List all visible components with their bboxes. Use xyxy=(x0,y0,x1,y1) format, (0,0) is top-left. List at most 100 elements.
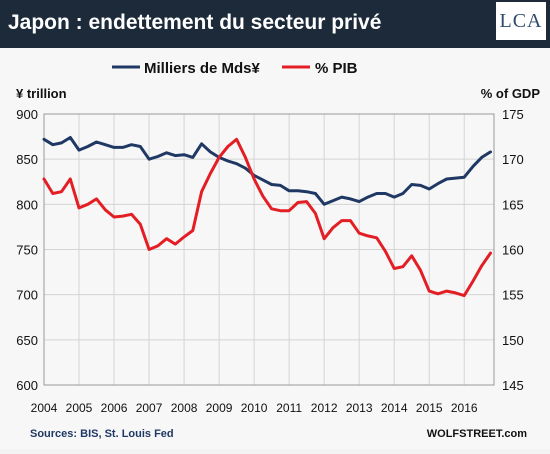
plot-frame xyxy=(43,113,495,386)
data-point-red xyxy=(174,243,177,245)
data-point-red xyxy=(270,208,273,210)
data-point-navy xyxy=(402,192,404,195)
data-point-red xyxy=(244,156,247,159)
data-point-red xyxy=(384,250,387,253)
data-point-navy xyxy=(209,151,212,153)
data-point-navy xyxy=(305,190,308,193)
data-point-red xyxy=(130,213,133,216)
y-tick-label-left: 650 xyxy=(16,333,38,348)
data-point-navy xyxy=(437,182,439,185)
data-point-red xyxy=(358,232,361,234)
data-point-red xyxy=(209,172,212,175)
data-point-red xyxy=(489,252,492,254)
data-point-red xyxy=(288,209,290,212)
x-tick-label: 2014 xyxy=(381,401,408,415)
y-tick-label-left: 850 xyxy=(16,152,38,167)
legend-label-red: % PIB xyxy=(315,60,358,77)
data-point-red xyxy=(139,223,142,225)
source-note: Sources: BIS, St. Louis Fed xyxy=(30,428,174,440)
logo-text: LCA xyxy=(499,10,543,32)
data-point-navy xyxy=(332,199,334,202)
data-point-red xyxy=(454,292,457,294)
data-point-navy xyxy=(157,155,159,158)
data-point-red xyxy=(428,290,431,292)
data-point-red xyxy=(52,192,54,195)
data-point-red xyxy=(297,201,299,204)
data-point-red xyxy=(463,294,466,297)
lca-logo: LCA xyxy=(496,2,546,40)
data-point-red xyxy=(472,280,474,282)
y-tick-label-right: 160 xyxy=(502,243,524,258)
x-axis-ticks: 2004 2005 2006 2007 2008 2009 2010 2011 2012 2013… xyxy=(31,401,478,415)
series-line-navy xyxy=(42,136,492,206)
data-point-red xyxy=(235,138,238,141)
data-point-navy xyxy=(165,152,168,154)
y-tick-label-left: 800 xyxy=(16,197,38,212)
y-tick-label-left: 750 xyxy=(16,243,38,258)
data-point-red xyxy=(87,203,89,206)
data-point-navy xyxy=(489,151,492,153)
data-point-red xyxy=(323,237,326,240)
legend-label-navy: Milliers de Mds¥ xyxy=(144,60,261,77)
y-tick-label-right: 175 xyxy=(502,107,524,122)
data-point-red xyxy=(227,145,229,148)
data-point-navy xyxy=(358,200,361,203)
data-point-navy xyxy=(472,165,474,168)
data-point-red xyxy=(95,198,98,200)
data-point-navy xyxy=(139,145,142,148)
data-point-red xyxy=(122,215,124,217)
data-point-navy xyxy=(174,154,177,157)
data-point-red xyxy=(419,269,422,272)
chart-area: Milliers de Mds¥ % PIB ¥ trillion % of G… xyxy=(0,48,550,449)
data-point-red xyxy=(445,290,448,292)
gridlines xyxy=(43,113,494,386)
x-tick-label: 2013 xyxy=(346,401,373,415)
x-tick-label: 2011 xyxy=(276,401,302,415)
data-point-red xyxy=(60,190,63,193)
data-point-navy xyxy=(375,192,378,195)
legend: Milliers de Mds¥ % PIB xyxy=(112,60,358,77)
x-tick-label: 2012 xyxy=(311,401,338,415)
data-point-navy xyxy=(393,196,396,198)
data-point-navy xyxy=(323,203,326,206)
data-point-navy xyxy=(235,162,238,165)
data-point-navy xyxy=(113,146,115,149)
y-axis-label-right: % of GDP xyxy=(481,86,541,101)
data-point-red xyxy=(200,190,203,193)
data-point-red xyxy=(402,265,404,268)
data-point-red xyxy=(262,195,264,197)
data-point-navy xyxy=(104,143,107,146)
data-point-navy xyxy=(445,178,448,180)
y-axis-label-left: ¥ trillion xyxy=(16,86,67,101)
y-axis-right-ticks: 145 150 155 160 165 170 175 xyxy=(502,107,524,393)
data-point-navy xyxy=(43,138,45,141)
data-point-red xyxy=(340,219,343,222)
data-point-red xyxy=(349,219,352,222)
data-point-navy xyxy=(262,179,264,181)
data-point-navy xyxy=(288,190,290,192)
data-point-navy xyxy=(349,198,352,200)
data-point-red xyxy=(437,293,439,295)
data-point-red xyxy=(113,216,115,218)
data-point-navy xyxy=(122,146,124,149)
x-tick-label: 2006 xyxy=(101,401,128,415)
x-tick-label: 2004 xyxy=(31,401,58,415)
x-tick-label: 2009 xyxy=(206,401,233,415)
data-point-navy xyxy=(69,136,72,139)
x-tick-label: 2008 xyxy=(171,401,198,415)
data-point-navy xyxy=(87,145,89,148)
y-axis-left-ticks: 600 650 700 750 800 850 900 xyxy=(16,107,38,393)
wolfstreet-watermark: WOLFSTREET.com xyxy=(427,428,527,440)
data-point-navy xyxy=(200,143,203,145)
series-line-red xyxy=(42,137,492,298)
data-point-navy xyxy=(227,160,229,162)
data-point-red xyxy=(410,255,413,257)
data-point-red xyxy=(183,236,185,238)
data-point-navy xyxy=(183,153,185,156)
data-point-navy xyxy=(428,188,431,190)
data-point-red xyxy=(218,156,220,159)
x-tick-label: 2015 xyxy=(416,401,443,415)
data-point-red xyxy=(69,178,72,180)
x-tick-label: 2016 xyxy=(451,401,478,415)
data-point-red xyxy=(253,178,255,180)
